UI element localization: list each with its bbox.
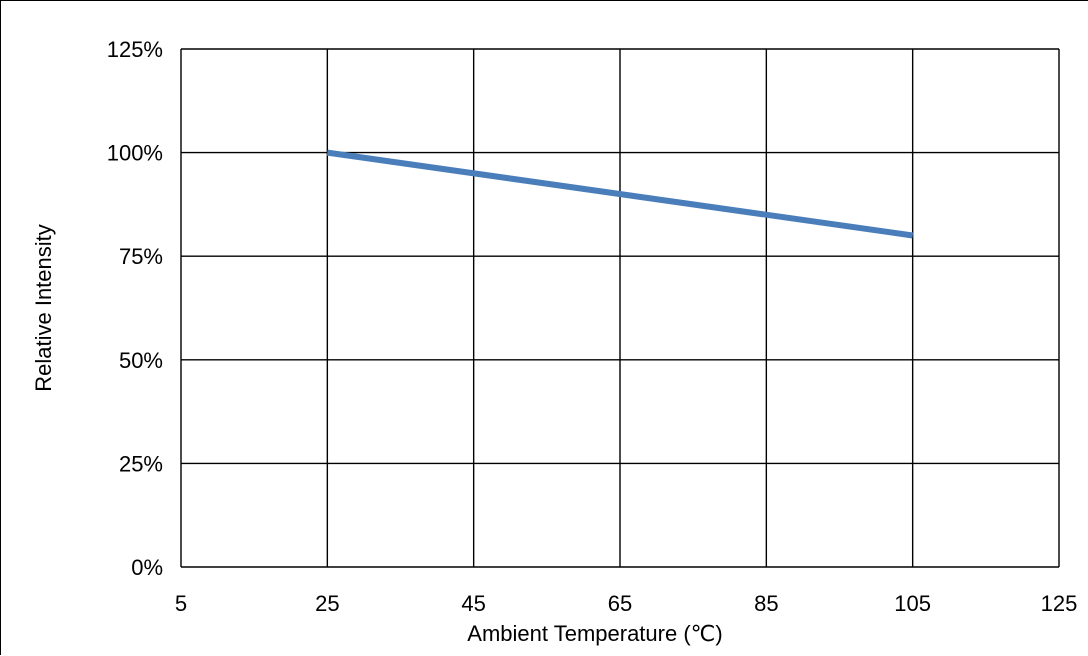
y-axis-ticks: 0% 25% 50% 75% 100% 125% <box>107 37 163 580</box>
x-tick-label: 5 <box>175 591 187 616</box>
x-axis-title: Ambient Temperature (℃) <box>467 621 722 646</box>
x-tick-label: 45 <box>461 591 485 616</box>
y-tick-label: 50% <box>119 348 163 373</box>
y-tick-label: 100% <box>107 141 163 166</box>
x-axis-ticks: 5 25 45 65 85 105 125 <box>175 591 1077 616</box>
y-axis-title: Relative Intensity <box>31 224 56 392</box>
y-tick-label: 25% <box>119 451 163 476</box>
x-tick-label: 105 <box>894 591 931 616</box>
y-tick-label: 125% <box>107 37 163 62</box>
x-tick-label: 85 <box>754 591 778 616</box>
y-tick-label: 75% <box>119 244 163 269</box>
series-line <box>326 149 914 239</box>
x-tick-label: 25 <box>315 591 339 616</box>
grid <box>180 48 1060 568</box>
y-tick-label: 0% <box>131 555 163 580</box>
x-tick-label: 65 <box>608 591 632 616</box>
series-layer <box>326 149 914 239</box>
x-tick-label: 125 <box>1041 591 1078 616</box>
